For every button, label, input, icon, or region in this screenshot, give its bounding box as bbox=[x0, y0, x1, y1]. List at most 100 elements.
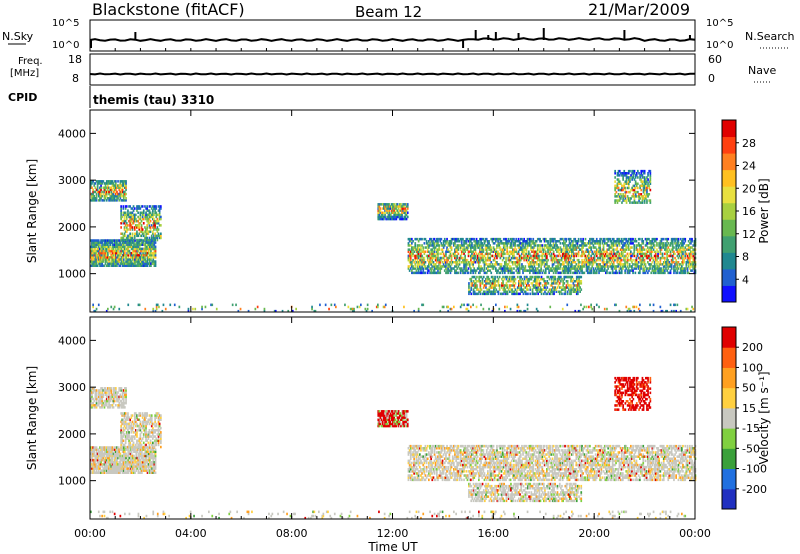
echo-cell bbox=[495, 269, 497, 272]
echo-cell bbox=[625, 176, 628, 179]
echo-cell bbox=[491, 282, 494, 285]
echo-cell bbox=[424, 265, 427, 268]
echo-cell bbox=[621, 184, 623, 188]
echo-cell bbox=[601, 256, 604, 260]
echo-cell bbox=[112, 194, 115, 198]
echo-cell bbox=[693, 252, 696, 256]
echo-cell bbox=[150, 241, 152, 244]
echo-cell bbox=[479, 261, 481, 264]
echo-cell bbox=[104, 256, 107, 259]
echo-cell bbox=[111, 194, 114, 198]
echo-cell bbox=[401, 211, 403, 214]
echo-cell bbox=[652, 242, 655, 245]
echo-cell bbox=[498, 267, 501, 270]
echo-cell bbox=[448, 269, 451, 272]
echo-cell bbox=[391, 215, 393, 219]
echo-cell bbox=[577, 254, 580, 258]
echo-cell bbox=[107, 239, 109, 242]
echo-cell bbox=[152, 309, 155, 313]
echo-cell bbox=[149, 238, 152, 242]
echo-cell bbox=[668, 244, 671, 247]
echo-cell bbox=[529, 244, 531, 247]
echo-cell bbox=[153, 238, 155, 242]
echo-cell bbox=[144, 249, 147, 253]
echo-cell bbox=[395, 215, 398, 219]
echo-cell bbox=[593, 242, 596, 245]
echo-cell bbox=[93, 239, 96, 242]
echo-cell bbox=[408, 261, 411, 264]
echo-cell bbox=[490, 265, 493, 268]
echo-cell bbox=[467, 303, 470, 307]
echo-cell bbox=[472, 269, 474, 272]
echo-cell bbox=[616, 182, 619, 185]
echo-cell bbox=[401, 205, 403, 208]
echo-cell bbox=[484, 284, 486, 287]
echo-cell bbox=[388, 215, 391, 219]
echo-cell bbox=[101, 199, 103, 202]
echo-cell bbox=[536, 252, 539, 256]
echo-cell bbox=[612, 252, 615, 256]
echo-cell bbox=[650, 242, 653, 245]
echo-cell bbox=[90, 254, 92, 257]
echo-cell bbox=[487, 244, 489, 247]
echo-cell bbox=[156, 217, 159, 221]
echo-cell bbox=[110, 192, 113, 196]
echo-cell bbox=[612, 248, 615, 251]
echo-cell bbox=[94, 241, 97, 244]
echo-cell bbox=[356, 305, 359, 309]
echo-cell bbox=[603, 261, 606, 264]
echo-cell bbox=[645, 195, 647, 198]
echo-cell bbox=[593, 254, 596, 258]
echo-cell bbox=[538, 263, 540, 266]
echo-cell bbox=[640, 172, 643, 175]
echo-cell bbox=[143, 254, 145, 257]
echo-cell bbox=[499, 246, 502, 249]
echo-cell bbox=[102, 192, 105, 196]
echo-cell bbox=[685, 263, 688, 266]
echo-cell bbox=[393, 203, 395, 206]
echo-cell bbox=[505, 282, 508, 285]
echo-cell bbox=[640, 248, 642, 251]
echo-cell bbox=[101, 249, 103, 253]
echo-cell bbox=[247, 309, 250, 313]
echo-cell bbox=[502, 252, 505, 256]
echo-cell bbox=[119, 192, 122, 196]
echo-cell bbox=[119, 264, 122, 267]
echo-cell bbox=[608, 256, 611, 260]
echo-cell bbox=[506, 269, 508, 272]
echo-cell bbox=[518, 267, 521, 270]
echo-cell bbox=[416, 254, 419, 258]
echo-cell bbox=[437, 244, 439, 247]
echo-cell bbox=[430, 263, 432, 266]
echo-cell bbox=[675, 246, 677, 249]
echo-cell bbox=[654, 254, 657, 258]
echo-cell bbox=[132, 209, 135, 212]
echo-cell bbox=[600, 265, 603, 268]
echo-cell bbox=[588, 256, 590, 260]
echo-cell bbox=[409, 240, 412, 243]
echo-cell bbox=[493, 265, 496, 268]
echo-cell bbox=[99, 262, 101, 265]
echo-cell bbox=[600, 254, 603, 258]
echo-cell bbox=[395, 205, 398, 208]
echo-cell bbox=[404, 203, 407, 206]
echo-cell bbox=[565, 258, 567, 262]
echo-cell bbox=[589, 240, 591, 243]
echo-cell bbox=[494, 292, 496, 296]
echo-cell bbox=[493, 286, 495, 289]
echo-cell bbox=[582, 246, 584, 249]
echo-cell bbox=[501, 284, 503, 287]
echo-cell bbox=[109, 249, 111, 253]
echo-cell bbox=[129, 224, 131, 227]
echo-cell bbox=[662, 242, 665, 245]
echo-cell bbox=[473, 261, 476, 264]
echo-cell bbox=[377, 203, 380, 206]
echo-cell bbox=[406, 215, 409, 219]
echo-cell bbox=[495, 280, 498, 283]
echo-cell bbox=[458, 267, 461, 270]
echo-cell bbox=[91, 264, 93, 267]
echo-cell bbox=[555, 256, 557, 260]
echo-cell bbox=[463, 271, 465, 275]
echo-cell bbox=[621, 195, 623, 198]
echo-cell bbox=[462, 271, 464, 275]
